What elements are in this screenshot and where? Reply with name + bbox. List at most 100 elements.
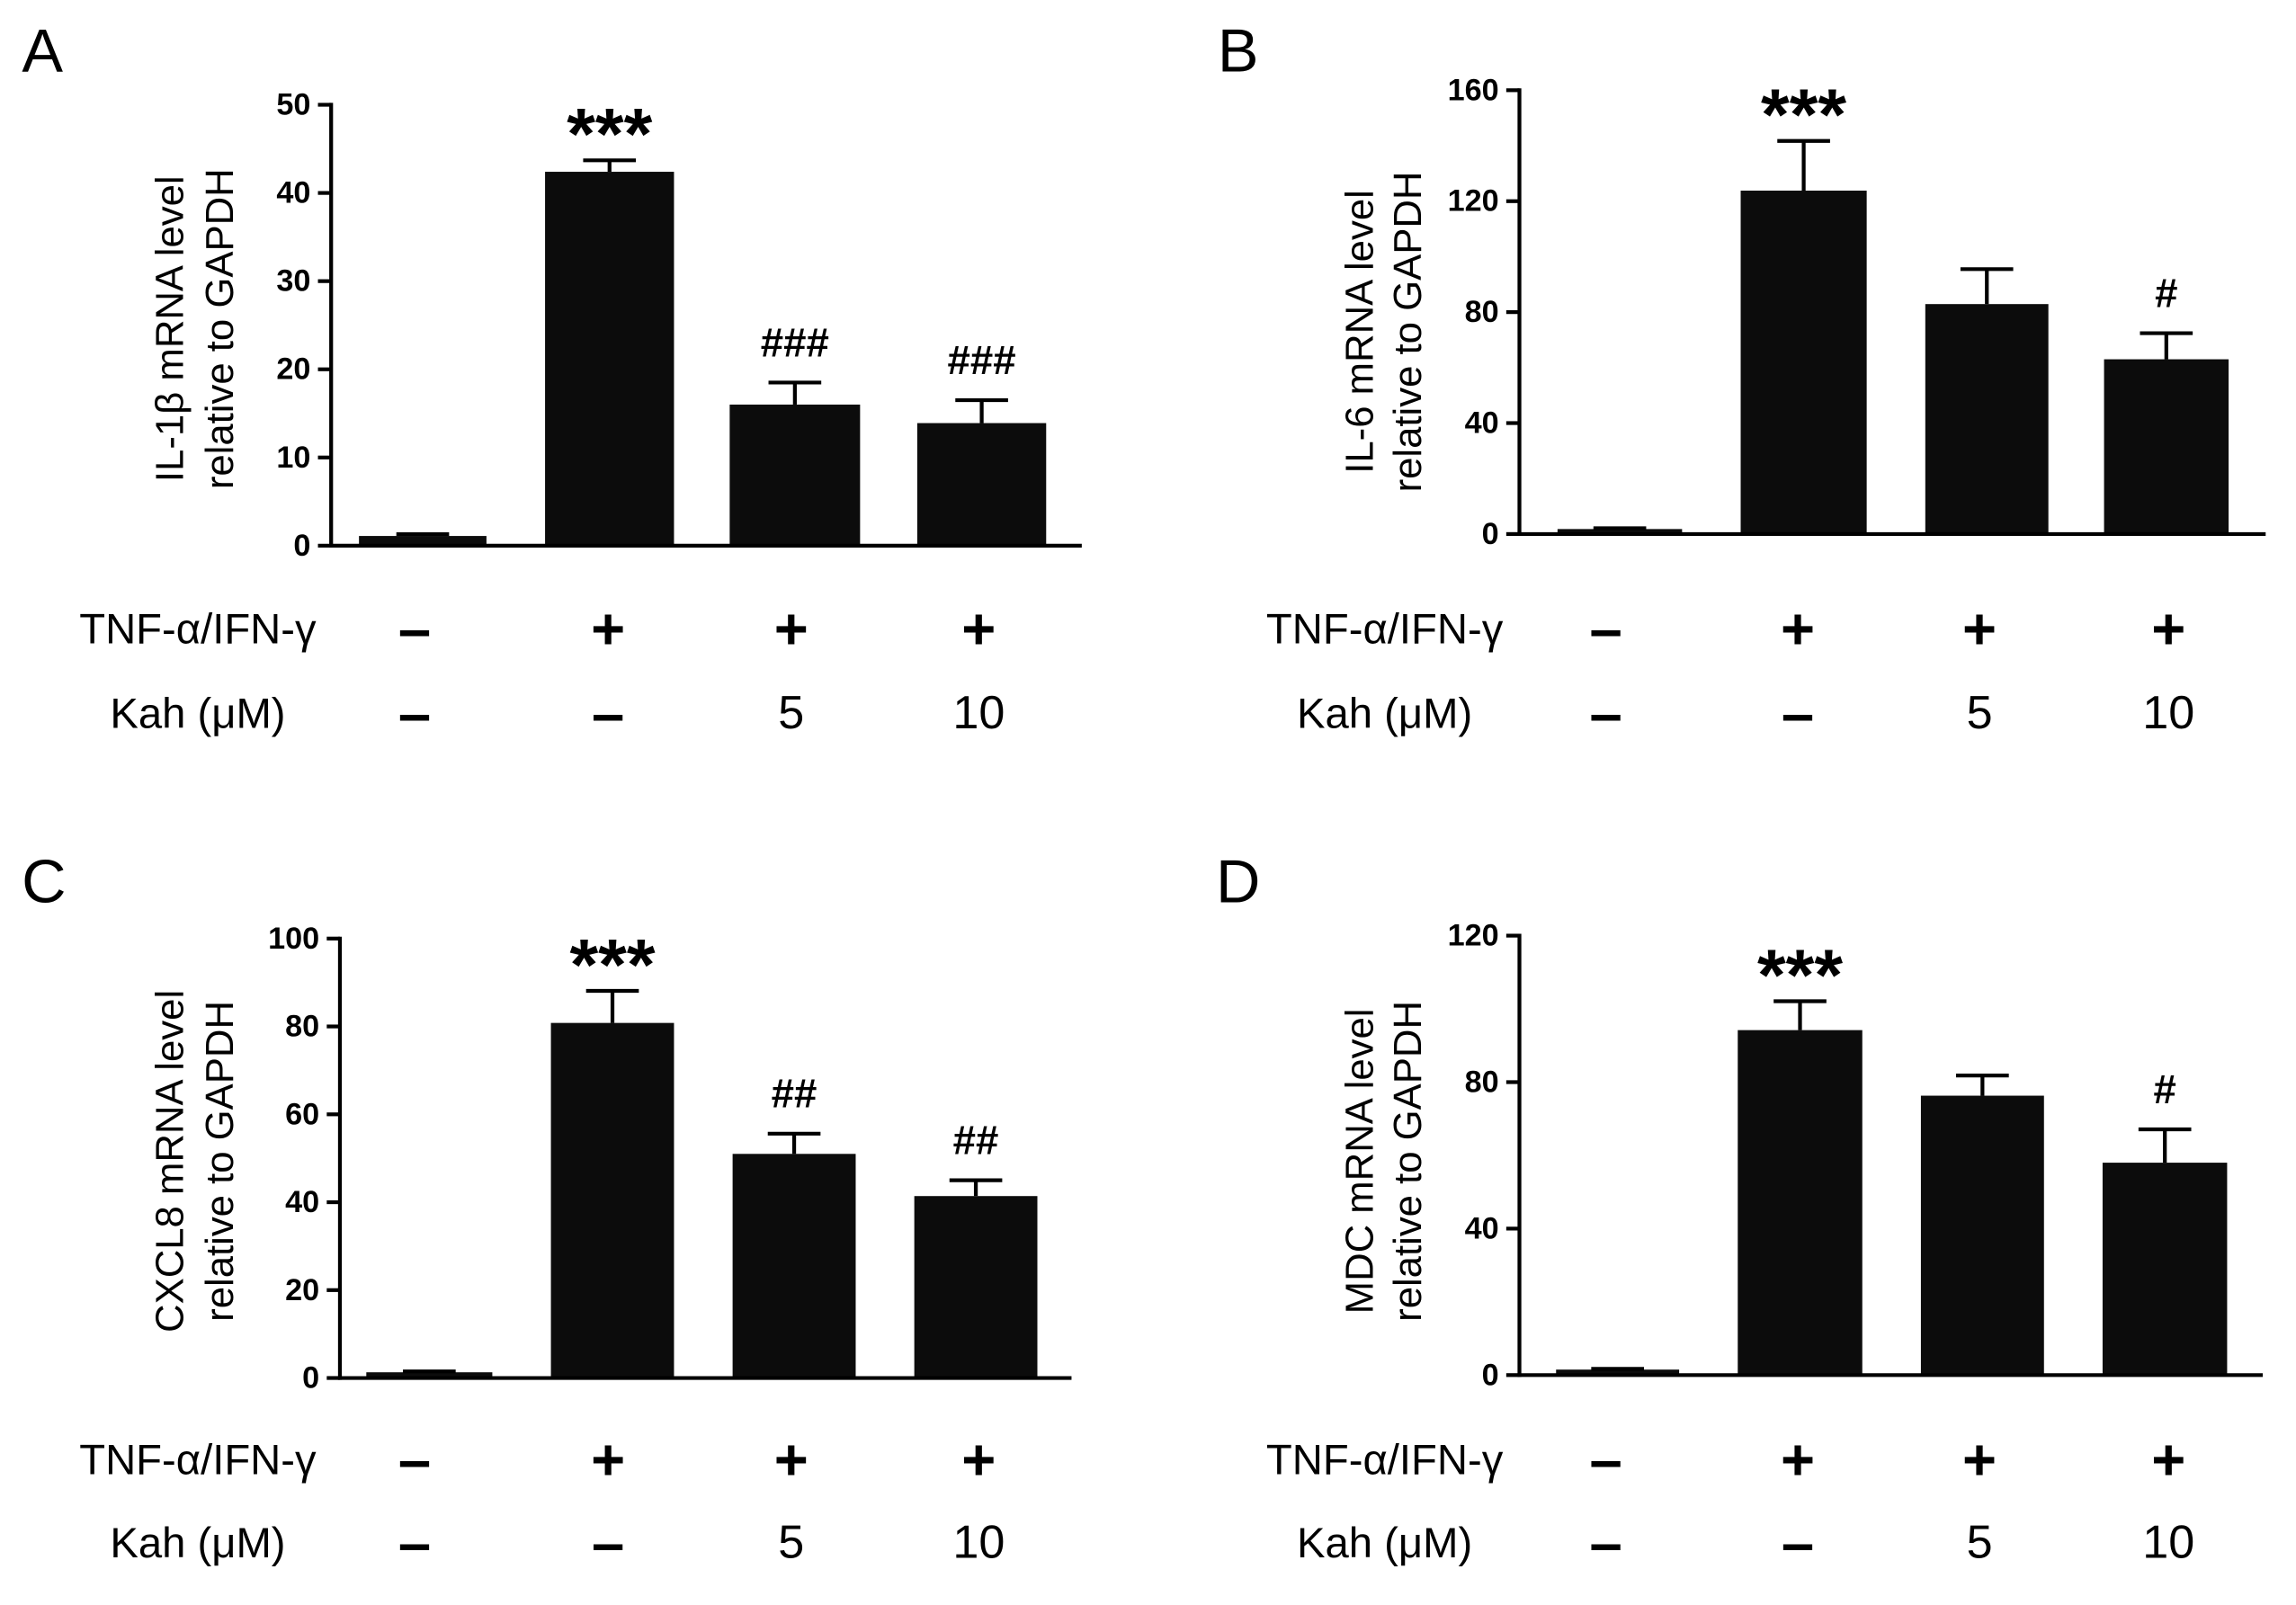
- kah-dose-value-3: 5: [1967, 687, 1993, 739]
- panel-b: B IL-6 mRNA level relative to GAPDH *** #0 40…: [1218, 17, 2266, 746]
- significance-mark-2: ***: [1761, 75, 1846, 156]
- y-axis-label-line-2: relative to GAPDH: [1386, 1001, 1430, 1322]
- kah-dose-value-4: 10: [2142, 687, 2194, 739]
- bar-3: [732, 1154, 856, 1378]
- tnf-ifn-value-1: –: [398, 1427, 431, 1493]
- tnf-ifn-row-label: TNF-α/IFN-γ: [1266, 1436, 1504, 1484]
- tnf-ifn-value-2: +: [591, 596, 625, 662]
- bar-3: [729, 404, 861, 546]
- kah-dose-value-4: 10: [2142, 1517, 2194, 1569]
- tnf-ifn-value-3: +: [1962, 1427, 1997, 1493]
- bar-2: [1740, 191, 1867, 534]
- y-tick-label: 10: [276, 441, 310, 475]
- y-tick-label: 20: [276, 352, 310, 387]
- y-tick-label: 30: [276, 264, 310, 299]
- kah-dose-value-3: 5: [778, 687, 804, 739]
- significance-mark-2: ***: [1757, 935, 1843, 1016]
- tnf-ifn-row-label: TNF-α/IFN-γ: [79, 605, 317, 653]
- kah-dose-value-1: –: [398, 681, 431, 746]
- bar-3: [1925, 304, 2049, 534]
- kah-dose-row-label: Kah (μM): [1297, 690, 1472, 737]
- y-axis-label-line-1: CXCL8 mRNA level: [147, 990, 192, 1333]
- panel-letter: C: [22, 848, 66, 916]
- kah-dose-row-label: Kah (μM): [110, 690, 285, 737]
- panel-letter: A: [22, 17, 63, 85]
- significance-mark-2: ***: [569, 925, 655, 1006]
- significance-mark-4: #: [2155, 271, 2177, 317]
- significance-mark-3: ###: [761, 319, 829, 365]
- kah-dose-value-4: 10: [952, 687, 1005, 739]
- tnf-ifn-value-3: +: [1962, 596, 1997, 662]
- kah-dose-value-3: 5: [778, 1517, 804, 1569]
- y-axis-label-line-2: relative to GAPDH: [198, 168, 242, 489]
- kah-dose-row-label: Kah (μM): [110, 1519, 285, 1566]
- tnf-ifn-value-3: +: [774, 1427, 809, 1493]
- bar-2: [545, 172, 675, 546]
- y-axis-label-line-1: MDC mRNA level: [1337, 1009, 1381, 1315]
- kah-dose-value-4: 10: [952, 1517, 1005, 1569]
- tnf-ifn-value-4: +: [961, 1427, 996, 1493]
- y-axis-label-line-2: relative to GAPDH: [198, 1001, 242, 1322]
- bar-3: [1920, 1095, 2044, 1376]
- bar-1: [359, 536, 487, 546]
- panel-letter: D: [1216, 848, 1260, 916]
- y-tick-label: 80: [1465, 295, 1499, 329]
- y-tick-label: 40: [1465, 1211, 1499, 1245]
- tnf-ifn-value-1: –: [398, 596, 431, 662]
- kah-dose-value-1: –: [398, 1510, 431, 1575]
- kah-dose-value-1: –: [1590, 1510, 1622, 1575]
- kah-dose-value-2: –: [592, 1510, 624, 1575]
- tnf-ifn-value-2: +: [1781, 1427, 1815, 1493]
- panel-a: A IL-1β mRNA level relative to GAPDH *** ###…: [22, 17, 1082, 746]
- kah-dose-value-1: –: [1590, 681, 1622, 746]
- significance-mark-4: ###: [948, 337, 1016, 383]
- y-axis-label-line-1: IL-6 mRNA level: [1337, 190, 1381, 474]
- bar-4: [2102, 1163, 2228, 1376]
- kah-dose-value-2: –: [1782, 681, 1814, 746]
- y-tick-label: 120: [1448, 184, 1499, 218]
- y-axis-label-line-2: relative to GAPDH: [1386, 172, 1430, 493]
- tnf-ifn-value-3: +: [774, 596, 809, 662]
- tnf-ifn-value-4: +: [2151, 596, 2185, 662]
- bar-1: [1556, 1369, 1680, 1376]
- bar-4: [2104, 359, 2229, 534]
- y-tick-label: 120: [1448, 919, 1499, 953]
- bar-2: [1738, 1030, 1863, 1376]
- kah-dose-value-3: 5: [1967, 1517, 1993, 1569]
- y-tick-label: 0: [302, 1361, 319, 1395]
- bar-2: [550, 1022, 675, 1378]
- significance-mark-3: ##: [772, 1071, 817, 1117]
- y-tick-label: 0: [1482, 517, 1499, 551]
- y-tick-label: 100: [268, 922, 319, 956]
- y-tick-label: 160: [1448, 73, 1499, 107]
- y-tick-label: 0: [1482, 1358, 1499, 1392]
- panel-d: D MDC mRNA level relative to GAPDH *** #0 40 8…: [1216, 848, 2264, 1575]
- bar-4: [916, 423, 1047, 546]
- y-axis-label-line-1: IL-1β mRNA level: [147, 175, 192, 482]
- kah-dose-value-2: –: [1782, 1510, 1814, 1575]
- y-tick-label: 40: [276, 176, 310, 210]
- y-tick-label: 60: [285, 1097, 319, 1131]
- tnf-ifn-value-4: +: [961, 596, 996, 662]
- y-tick-label: 20: [285, 1273, 319, 1307]
- tnf-ifn-value-4: +: [2151, 1427, 2185, 1493]
- tnf-ifn-row-label: TNF-α/IFN-γ: [1266, 605, 1504, 653]
- tnf-ifn-row-label: TNF-α/IFN-γ: [79, 1436, 317, 1484]
- significance-mark-4: #: [2154, 1066, 2176, 1112]
- panel-letter: B: [1218, 17, 1259, 85]
- kah-dose-row-label: Kah (μM): [1297, 1519, 1472, 1566]
- y-tick-label: 40: [285, 1185, 319, 1219]
- y-tick-label: 40: [1465, 406, 1499, 441]
- kah-dose-value-2: –: [592, 681, 624, 746]
- tnf-ifn-value-2: +: [1781, 596, 1815, 662]
- y-tick-label: 80: [1465, 1066, 1499, 1100]
- bar-1: [366, 1372, 493, 1378]
- tnf-ifn-value-2: +: [591, 1427, 625, 1493]
- significance-mark-4: ##: [953, 1118, 999, 1164]
- y-tick-label: 0: [293, 529, 310, 563]
- significance-mark-2: ***: [567, 94, 652, 175]
- tnf-ifn-value-1: –: [1590, 1427, 1622, 1493]
- panel-c: C CXCL8 mRNA level relative to GAPDH *** ## #…: [22, 848, 1072, 1575]
